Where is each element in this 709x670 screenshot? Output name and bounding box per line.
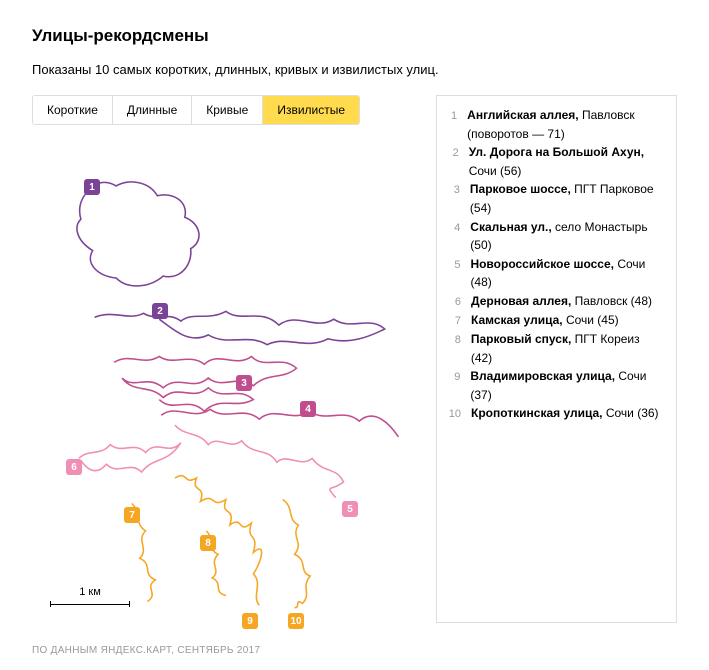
legend-num: 5 <box>447 257 460 274</box>
legend-text: Ул. Дорога на Большой Ахун, Сочи (56) <box>469 143 662 180</box>
legend-row-8: 8 Парковый спуск, ПГТ Кореиз (42) <box>447 330 662 367</box>
legend-name: Дерновая аллея, <box>471 294 575 308</box>
legend-text: Парковое шоссе, ПГТ Парковое (54) <box>470 180 662 217</box>
legend-text: Новороссийское шоссе, Сочи (48) <box>470 255 662 292</box>
legend-text: Парковый спуск, ПГТ Кореиз (42) <box>471 330 662 367</box>
street-path-4 <box>161 409 398 436</box>
street-marker-6[interactable]: 6 <box>66 459 82 475</box>
legend-loc: Сочи (36) <box>606 406 659 420</box>
page: Улицы-рекордсмены Показаны 10 самых коро… <box>0 0 709 670</box>
legend-name: Камская улица, <box>471 313 566 327</box>
legend-row-2: 2 Ул. Дорога на Большой Ахун, Сочи (56) <box>447 143 662 180</box>
legend-text: Кропоткинская улица, Сочи (36) <box>471 404 659 423</box>
legend-num: 4 <box>447 220 460 237</box>
street-path-5 <box>175 425 344 498</box>
street-marker-7[interactable]: 7 <box>124 507 140 523</box>
street-marker-4[interactable]: 4 <box>300 401 316 417</box>
legend-num: 2 <box>447 145 459 162</box>
scale-line <box>50 604 130 605</box>
legend-row-4: 4 Скальная ул., село Монастырь (50) <box>447 218 662 255</box>
street-marker-8[interactable]: 8 <box>200 535 216 551</box>
legend-num: 7 <box>447 313 461 330</box>
legend-name: Парковое шоссе, <box>470 182 574 196</box>
page-subtitle: Показаны 10 самых коротких, длинных, кри… <box>32 62 677 77</box>
legend-text: Дерновая аллея, Павловск (48) <box>471 292 652 311</box>
legend-row-9: 9 Владимировская улица, Сочи (37) <box>447 367 662 404</box>
legend-row-3: 3 Парковое шоссе, ПГТ Парковое (54) <box>447 180 662 217</box>
street-path-2 <box>95 311 385 344</box>
legend-row-5: 5 Новороссийское шоссе, Сочи (48) <box>447 255 662 292</box>
legend-text: Владимировская улица, Сочи (37) <box>470 367 662 404</box>
scale-label: 1 км <box>79 586 101 598</box>
tab-0[interactable]: Короткие <box>33 96 113 124</box>
tab-2[interactable]: Кривые <box>192 96 263 124</box>
street-path-1 <box>77 182 199 286</box>
legend-num: 10 <box>447 406 461 423</box>
street-path-10 <box>283 500 310 608</box>
legend-name: Английская аллея, <box>467 108 582 122</box>
legend-num: 1 <box>447 108 457 125</box>
street-marker-3[interactable]: 3 <box>236 375 252 391</box>
street-marker-10[interactable]: 10 <box>288 613 304 629</box>
street-visualization: 12345678910 1 км <box>32 133 412 623</box>
tab-1[interactable]: Длинные <box>113 96 192 124</box>
page-title: Улицы-рекордсмены <box>32 26 677 46</box>
legend-text: Английская аллея, Павловск (поворотов — … <box>467 106 662 143</box>
legend-num: 6 <box>447 294 461 311</box>
legend-name: Парковый спуск, <box>471 332 575 346</box>
left-column: КороткиеДлинныеКривыеИзвилистые 1 2 3 4 5 6 7 8… <box>32 95 412 623</box>
legend-panel: 1 Английская аллея, Павловск (поворотов —… <box>436 95 677 623</box>
legend-name: Скальная ул., <box>470 220 555 234</box>
legend-loc: Сочи (56) <box>469 164 522 178</box>
legend-name: Новороссийское шоссе, <box>470 257 617 271</box>
legend-num: 3 <box>447 182 460 199</box>
content-row: КороткиеДлинныеКривыеИзвилистые 12345678… <box>32 95 677 623</box>
paths-svg <box>32 133 412 623</box>
footer-text: ПО ДАННЫМ ЯНДЕКС.КАРТ, СЕНТЯБРЬ 2017 <box>32 645 260 656</box>
scale-bar: 1 км <box>50 604 130 605</box>
legend-name: Кропоткинская улица, <box>471 406 606 420</box>
legend-name: Владимировская улица, <box>470 369 618 383</box>
legend-loc: Сочи (45) <box>566 313 619 327</box>
tab-3[interactable]: Извилистые <box>263 96 359 124</box>
street-marker-9[interactable]: 9 <box>242 613 258 629</box>
legend-num: 8 <box>447 332 461 349</box>
legend-row-1: 1 Английская аллея, Павловск (поворотов —… <box>447 106 662 143</box>
legend-name: Ул. Дорога на Большой Ахун, <box>469 145 644 159</box>
legend-row-6: 6 Дерновая аллея, Павловск (48) <box>447 292 662 311</box>
street-marker-2[interactable]: 2 <box>152 303 168 319</box>
legend-num: 9 <box>447 369 460 386</box>
legend-text: Скальная ул., село Монастырь (50) <box>470 218 662 255</box>
street-marker-5[interactable]: 5 <box>342 501 358 517</box>
street-path-3 <box>114 356 296 411</box>
legend-row-10: 10 Кропоткинская улица, Сочи (36) <box>447 404 662 423</box>
street-marker-1[interactable]: 1 <box>84 179 100 195</box>
legend-row-7: 7 Камская улица, Сочи (45) <box>447 311 662 330</box>
street-path-6 <box>79 443 181 472</box>
legend-loc: Павловск (48) <box>575 294 652 308</box>
legend-text: Камская улица, Сочи (45) <box>471 311 619 330</box>
tabs: КороткиеДлинныеКривыеИзвилистые <box>32 95 360 125</box>
